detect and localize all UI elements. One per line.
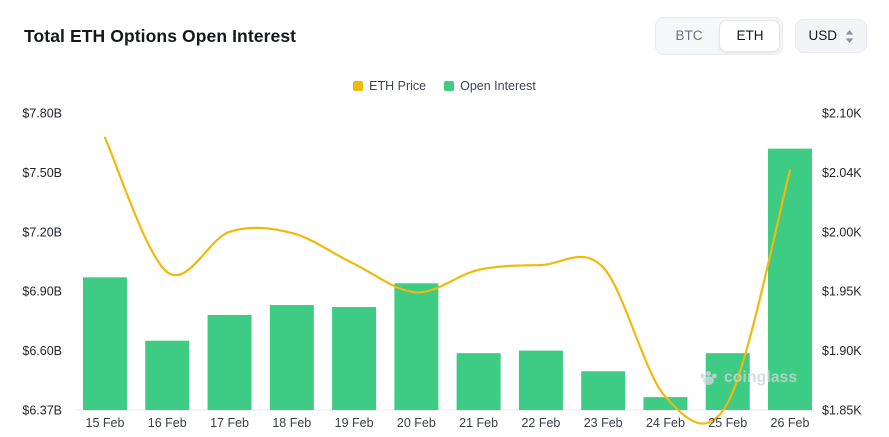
right-axis-tick: $2.10K <box>822 107 862 121</box>
x-axis-label: 22 Feb <box>521 416 560 430</box>
left-axis-tick: $6.60B <box>22 344 62 358</box>
page-title: Total ETH Options Open Interest <box>24 25 297 46</box>
bar-18-feb[interactable] <box>269 305 314 410</box>
eth-price-line <box>103 136 792 425</box>
eth-price-swatch <box>353 81 364 91</box>
header-controls: BTC ETH USD <box>655 17 867 55</box>
x-axis-label: 26 Feb <box>771 416 810 430</box>
x-axis-label: 17 Feb <box>210 416 249 430</box>
right-axis-tick: $1.90K <box>822 344 862 358</box>
bar-16-feb[interactable] <box>145 340 190 410</box>
bar-24-feb[interactable] <box>643 397 688 410</box>
x-axis-label: 15 Feb <box>86 416 125 430</box>
legend-item-eth-price[interactable]: ETH Price <box>353 79 426 93</box>
left-axis-tick: $7.50B <box>22 166 62 180</box>
watermark: coinglass <box>698 367 797 388</box>
x-axis-label: 18 Feb <box>272 416 311 430</box>
chart-header: Total ETH Options Open Interest BTC ETH … <box>0 0 889 64</box>
legend-label: Open Interest <box>460 79 536 93</box>
x-axis-label: 24 Feb <box>646 416 685 430</box>
right-axis-tick: $2.04K <box>822 166 862 180</box>
x-axis-label: 20 Feb <box>397 416 436 430</box>
bar-19-feb[interactable] <box>332 307 377 410</box>
left-axis-tick: $6.37B <box>22 404 62 418</box>
x-axis-label: 21 Feb <box>459 416 498 430</box>
x-axis-label: 16 Feb <box>148 416 187 430</box>
bar-26-feb[interactable] <box>768 148 812 410</box>
x-axis-label: 23 Feb <box>584 416 623 430</box>
sort-arrows-icon <box>845 29 854 43</box>
toggle-btc[interactable]: BTC <box>658 20 719 52</box>
bar-20-feb[interactable] <box>394 283 439 410</box>
watermark-text: coinglass <box>724 368 798 386</box>
chart-legend: ETH Price Open Interest <box>0 79 889 93</box>
right-axis-tick: $1.95K <box>822 285 862 299</box>
unit-selector[interactable]: USD <box>795 19 867 53</box>
legend-item-open-interest[interactable]: Open Interest <box>444 79 536 93</box>
x-axis-label: 19 Feb <box>335 416 374 430</box>
bar-22-feb[interactable] <box>518 350 563 410</box>
right-axis-tick: $1.85K <box>822 404 862 418</box>
left-axis-tick: $7.80B <box>22 107 62 121</box>
x-axis-label: 25 Feb <box>708 416 747 430</box>
bar-17-feb[interactable] <box>207 314 252 410</box>
legend-label: ETH Price <box>369 79 427 93</box>
unit-selector-label: USD <box>808 28 837 44</box>
bar-21-feb[interactable] <box>456 353 501 410</box>
bar-15-feb[interactable] <box>83 277 127 410</box>
bar-23-feb[interactable] <box>581 371 626 410</box>
right-axis-tick: $2.00K <box>822 225 862 239</box>
left-axis-tick: $6.90B <box>22 285 62 299</box>
coinglass-paw-icon <box>698 367 719 388</box>
open-interest-swatch <box>444 81 455 91</box>
left-axis-tick: $7.20B <box>22 225 62 239</box>
coin-toggle: BTC ETH <box>655 17 784 55</box>
toggle-eth[interactable]: ETH <box>719 20 781 52</box>
